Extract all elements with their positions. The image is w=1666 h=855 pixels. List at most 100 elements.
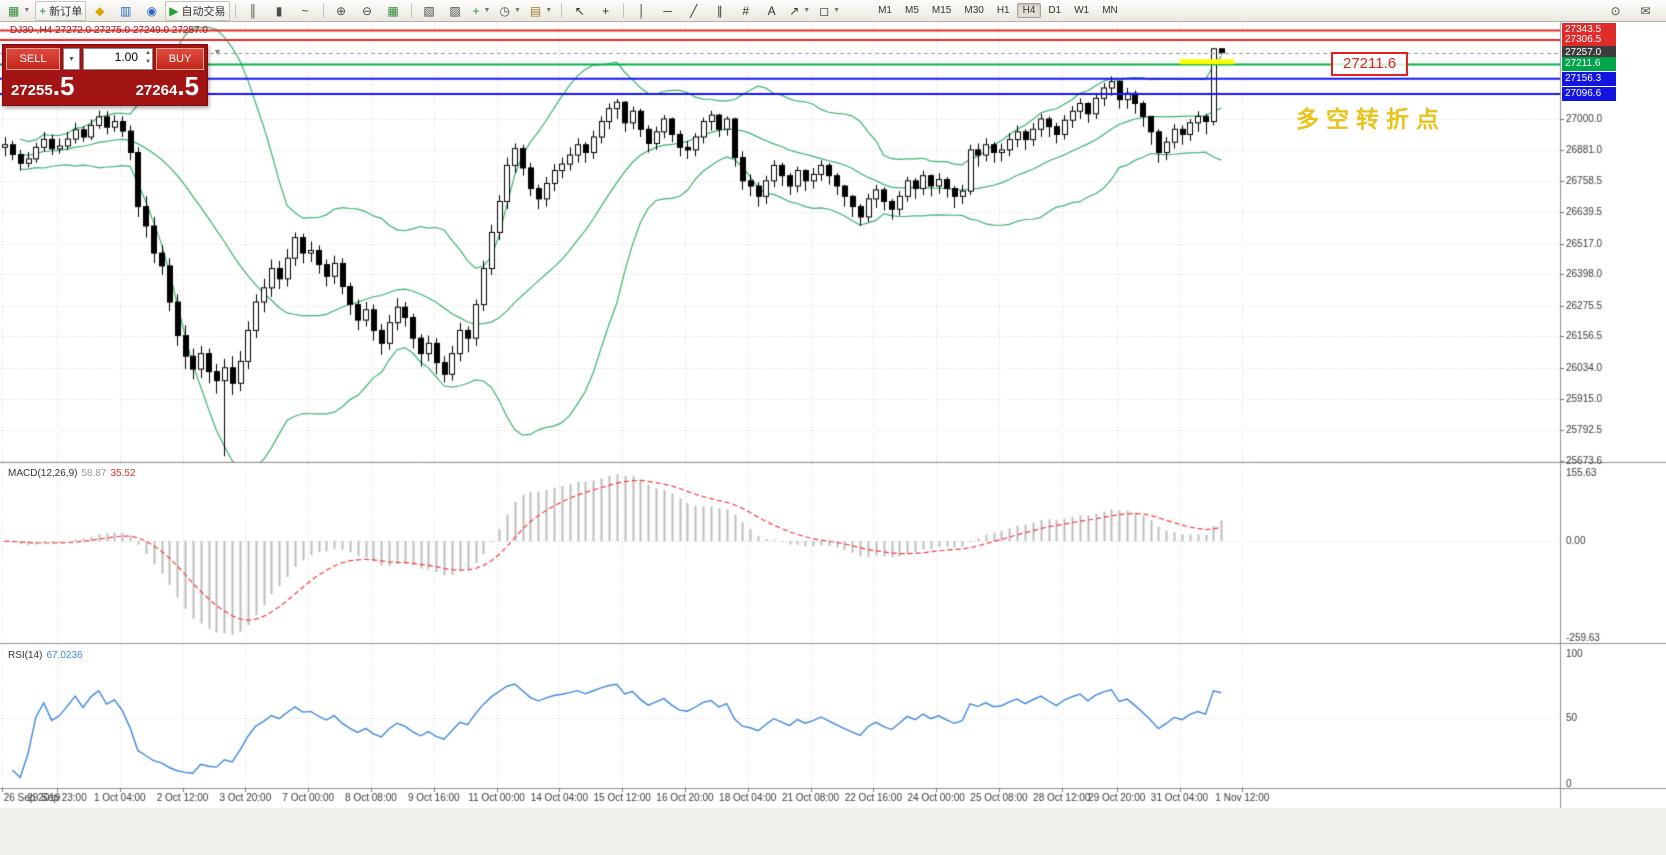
cascade-windows-icon[interactable]: ▧ (417, 1, 442, 21)
zoom-in-icon[interactable]: ⊕ (329, 1, 354, 21)
bar-chart-icon[interactable]: ║ (241, 1, 266, 21)
price-chart-canvas[interactable] (0, 22, 1666, 855)
macd-main-value: 58.87 (81, 468, 107, 479)
line-chart-icon[interactable]: ~ (293, 1, 318, 21)
charts-profile-icon[interactable]: ◆ (87, 1, 112, 21)
text-tool-icon[interactable]: A (759, 1, 784, 21)
periods-icon-glyph: ◷ (499, 3, 510, 18)
timeframe-m15[interactable]: M15 (931, 5, 952, 16)
chevron-down-icon: ▼ (803, 7, 811, 14)
trendline-icon[interactable]: ╱ (681, 1, 706, 21)
timeframe-mn[interactable]: MN (1102, 5, 1118, 16)
volume-field[interactable]: 1.00 ▲ ▼ (83, 48, 153, 70)
price-level-label[interactable]: 27211.6 (1331, 52, 1409, 76)
search-icon[interactable]: ⊙ (1603, 1, 1628, 21)
chart-text-annotation[interactable]: 多空转折点 (1296, 106, 1446, 132)
charts-profile-icon-glyph: ◆ (95, 3, 105, 18)
horizontal-line-icon[interactable]: ─ (655, 1, 680, 21)
text-tool-icon-glyph: A (767, 3, 776, 18)
buy-price-fraction: .5 (177, 71, 199, 101)
macd-signal-value: 35.52 (110, 468, 136, 479)
zoom-out-icon-glyph: ⊖ (362, 3, 373, 18)
market-watch-icon-glyph: ▥ (120, 3, 132, 18)
trade-panel-price-row: 27255.5 27264.5 (3, 73, 207, 105)
axis-price-tag-27306.5: 27306.5 (1562, 33, 1616, 47)
sell-button[interactable]: SELL (6, 48, 60, 70)
trade-panel-top-row: SELL ▼ 1.00 ▲ ▼ BUY (3, 45, 207, 73)
indicators-icon[interactable]: + ▼ (469, 1, 495, 21)
timeframe-m5[interactable]: M5 (905, 5, 919, 16)
sell-price-fraction: .5 (52, 71, 75, 101)
trade-panel-collapse-icon[interactable]: ▼ (213, 47, 222, 57)
arrows-tool-icon[interactable]: ↗ ▼ (785, 1, 814, 21)
sell-price[interactable]: 27255.5 (11, 73, 74, 100)
volume-increment-icon[interactable]: ▲ (145, 50, 151, 56)
new-order-button[interactable]: + 新订单 (35, 0, 87, 21)
candlestick-chart-icon[interactable]: ▮ (267, 1, 292, 21)
templates-icon-glyph: ▤ (529, 3, 542, 18)
rsi-indicator-label: RSI(14) 67.0236 (8, 650, 83, 661)
autotrading-button[interactable]: ▶ 自动交易 (165, 0, 230, 21)
buy-button[interactable]: BUY (156, 48, 204, 70)
channel-icon-glyph: ∥ (716, 3, 723, 18)
vertical-line-icon[interactable]: │ (629, 1, 654, 21)
timeframe-d1[interactable]: D1 (1048, 5, 1062, 16)
new-order-button-label: 新订单 (49, 5, 83, 18)
chevron-down-icon: ▼ (23, 7, 31, 14)
templates-icon[interactable]: ▤ ▼ (526, 1, 556, 21)
timeframe-m1[interactable]: M1 (878, 5, 892, 16)
toolbar-left-group: ▦ ▼ + 新订单 ◆ ▥ ◉ ▶ 自动交易 ║ ▮ ~ ⊕ ⊖ ▦ ▧ ▨ + ▼ ◷ ▼ ▤ ▼ ↖ + │ ─ ╱ ∥ # A ↗ ▼ ◻ ▼ (4, 0, 844, 21)
main-toolbar: ▦ ▼ + 新订单 ◆ ▥ ◉ ▶ 自动交易 ║ ▮ ~ ⊕ ⊖ ▦ ▧ ▨ + ▼ ◷ ▼ ▤ ▼ ↖ + │ ─ ╱ ∥ # A ↗ ▼ ◻ ▼… (0, 0, 1666, 22)
navigator-icon-glyph: ◉ (146, 3, 158, 18)
buy-price[interactable]: 27264.5 (135, 73, 199, 100)
buy-price-main: 27264 (135, 82, 178, 99)
navigator-icon[interactable]: ◉ (139, 1, 164, 21)
shapes-icon[interactable]: ◻ ▼ (815, 1, 844, 21)
axis-price-tag-27156.3: 27156.3 (1562, 72, 1616, 86)
toolbar-separator (561, 3, 563, 18)
fibonacci-icon-glyph: # (742, 3, 750, 18)
cursor-icon-glyph: ↖ (574, 3, 585, 18)
market-watch-icon[interactable]: ▥ (113, 1, 138, 21)
tile-windows-icon[interactable]: ▦ (381, 1, 406, 21)
toolbar-right-group: ⊙ ✉ (1603, 1, 1662, 21)
timeframe-group: M1 M5 M15 M30 H1 H4 D1 W1 MN (872, 3, 1124, 18)
volume-decrement-icon[interactable]: ▼ (145, 59, 151, 65)
rsi-value: 67.0236 (46, 650, 83, 661)
toolbar-separator (410, 3, 412, 18)
chevron-down-icon: ▼ (545, 7, 553, 14)
horizontal-line-icon-glyph: ─ (663, 3, 672, 18)
autotrading-button-glyph: ▶ (169, 3, 179, 18)
timeframe-w1[interactable]: W1 (1074, 5, 1090, 16)
candlestick-chart-icon-glyph: ▮ (275, 3, 283, 18)
zoom-out-icon[interactable]: ⊖ (355, 1, 380, 21)
toolbar-separator (322, 3, 324, 18)
vertical-line-icon-glyph: │ (637, 3, 646, 18)
tile-windows-icon-glyph: ▦ (387, 3, 399, 18)
arrange-windows-icon-glyph: ▨ (449, 3, 461, 18)
timeframe-h4[interactable]: H4 (1016, 3, 1042, 18)
rsi-name: RSI(14) (8, 650, 43, 661)
new-chart-icon-glyph: ▦ (8, 3, 20, 18)
volume-dropdown[interactable]: ▼ (63, 48, 80, 70)
autotrading-button-label: 自动交易 (181, 5, 226, 18)
new-chart-icon[interactable]: ▦ ▼ (4, 1, 34, 21)
chat-icon-glyph: ✉ (1640, 3, 1651, 18)
one-click-trade-panel: SELL ▼ 1.00 ▲ ▼ BUY 27255.5 27264.5 (2, 44, 208, 106)
arrows-tool-icon-glyph: ↗ (789, 3, 800, 18)
bar-chart-icon-glyph: ║ (248, 3, 258, 18)
chat-icon[interactable]: ✉ (1633, 1, 1658, 21)
cursor-icon[interactable]: ↖ (567, 1, 592, 21)
channel-icon[interactable]: ∥ (707, 1, 732, 21)
cascade-windows-icon-glyph: ▧ (423, 3, 435, 18)
periods-icon[interactable]: ◷ ▼ (495, 1, 524, 21)
shapes-icon-glyph: ◻ (819, 3, 830, 18)
timeframe-h1[interactable]: H1 (996, 5, 1010, 16)
volume-value[interactable]: 1.00 (114, 50, 138, 64)
axis-price-tag-27211.6: 27211.6 (1562, 57, 1616, 71)
arrange-windows-icon[interactable]: ▨ (443, 1, 468, 21)
crosshair-icon[interactable]: + (593, 1, 618, 21)
fibonacci-icon[interactable]: # (733, 1, 758, 21)
timeframe-m30[interactable]: M30 (964, 5, 984, 16)
chevron-down-icon: ▼ (513, 7, 521, 14)
